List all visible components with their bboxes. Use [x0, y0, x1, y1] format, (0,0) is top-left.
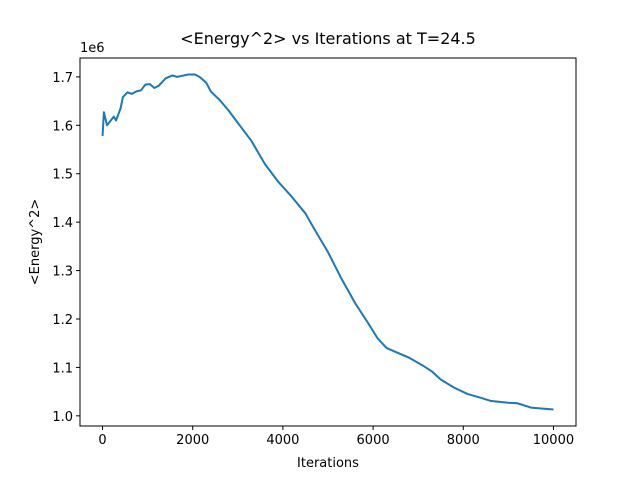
plot-frame [79, 57, 577, 427]
y-tick-label: 1.1 [52, 361, 73, 376]
x-tick-label: 4000 [266, 433, 299, 448]
data-line [101, 73, 554, 411]
y-offset-label: 1e6 [80, 41, 105, 56]
y-tick-label: 1.5 [52, 168, 73, 183]
x-tick-label: 6000 [357, 433, 390, 448]
y-tick-label: 1.2 [52, 313, 73, 328]
y-tick-label: 1.7 [52, 71, 73, 86]
y-tick-label: 1.6 [52, 119, 73, 134]
y-tick-label: 1.3 [52, 265, 73, 280]
chart-title: <Energy^2> vs Iterations at T=24.5 [180, 29, 476, 48]
x-tick-label: 0 [98, 433, 106, 448]
x-tick-label: 2000 [176, 433, 209, 448]
x-tick-label: 10000 [533, 433, 574, 448]
x-tick-label: 8000 [447, 433, 480, 448]
x-axis-label: Iterations [297, 456, 359, 471]
y-axis-label: <Energy^2> [28, 199, 43, 285]
y-tick-label: 1.4 [52, 216, 73, 231]
y-tick-label: 1.0 [52, 410, 73, 425]
